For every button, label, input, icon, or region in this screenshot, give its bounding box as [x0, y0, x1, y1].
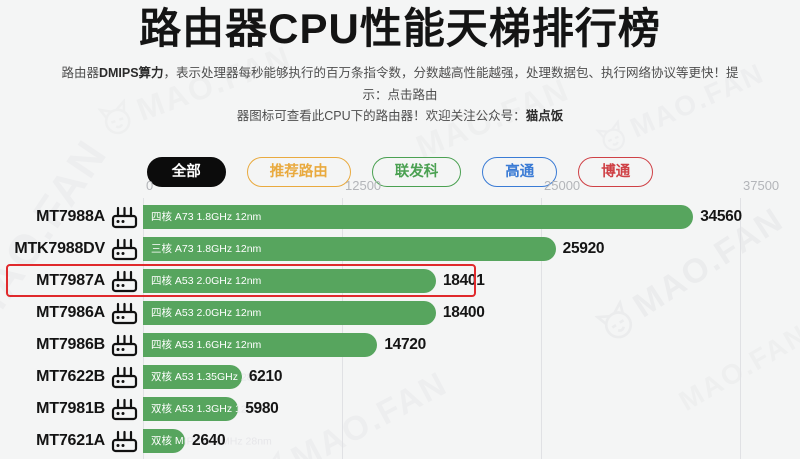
subtitle-segment: 器图标可查看此CPU下的路由器！欢迎关注公众号：	[236, 108, 526, 123]
axis-tick-label: 12500	[345, 178, 382, 193]
performance-bar: 四核 A53 1.6GHz 12nm	[143, 333, 378, 357]
performance-bar: 四核 A53 2.0GHz 12nm	[143, 301, 436, 325]
axis-tick-label: 37500	[743, 178, 780, 193]
cpu-name: MT7986B	[36, 336, 105, 353]
gridline	[143, 198, 144, 459]
filter-button-推荐路由[interactable]: 推荐路由	[246, 157, 351, 188]
chart-rows: MT7988A 四核 A73 1.8GHz 12nm四核 A73 1.8GHz …	[0, 201, 800, 457]
subtitle-segment: 路由器	[61, 66, 99, 81]
subtitle-line-1: 路由器DMIPS算力，表示处理器每秒能够执行的百万条指令数，分数越高性能越强，处…	[60, 63, 740, 106]
page-title: 路由器CPU性能天梯排行榜	[139, 5, 661, 52]
cpu-name: MT7987A	[36, 272, 105, 289]
score-value: 18400	[442, 304, 485, 321]
filter-button-联发科[interactable]: 联发科	[371, 157, 462, 188]
score-value: 6210	[248, 368, 283, 385]
router-icon[interactable]	[105, 398, 143, 421]
cpu-name: MT7988A	[36, 208, 105, 225]
bar-label: 双核 A53 1.3GHz 12nm	[151, 403, 239, 415]
performance-bar: 双核 A53 1.3GHz 12nm	[143, 397, 239, 421]
chart-row: MT7986A 四核 A53 2.0GHz 12nm四核 A53 2.0GHz …	[0, 297, 800, 329]
gridline	[740, 198, 741, 459]
bar-zone: 四核 A53 2.0GHz 12nm四核 A53 2.0GHz 12nm1840…	[143, 265, 800, 297]
bar-label: 四核 A73 1.8GHz 12nm	[151, 211, 262, 223]
subtitle-line-2: 器图标可查看此CPU下的路由器！欢迎关注公众号：猫点饭	[60, 106, 740, 127]
cpu-name: MT7621A	[36, 432, 105, 449]
bar-zone: 四核 A53 1.6GHz 12nm四核 A53 1.6GHz 12nm1472…	[143, 329, 800, 361]
cpu-name: MT7981B	[36, 400, 105, 417]
axis-tick-label: 0	[146, 178, 154, 193]
router-icon[interactable]	[105, 270, 143, 293]
chart-row: MT7986B 四核 A53 1.6GHz 12nm四核 A53 1.6GHz …	[0, 329, 800, 361]
highlight-box	[6, 264, 476, 297]
bar-label: 双核 A53 1.35GHz 28nm	[151, 371, 242, 383]
router-icon[interactable]	[105, 430, 143, 453]
bar-label: 三核 A73 1.8GHz 12nm	[151, 243, 262, 255]
router-icon[interactable]	[105, 334, 143, 357]
gridline	[342, 198, 343, 459]
score-value: 25920	[562, 240, 605, 257]
bar-label: 四核 A53 2.0GHz 12nm	[151, 275, 262, 287]
gridline	[541, 198, 542, 459]
subtitle-segment: DMIPS算力	[98, 66, 164, 81]
bar-label: 四核 A53 2.0GHz 12nm	[151, 307, 262, 319]
performance-bar: 双核 MIPS 880MHz 28nm	[143, 429, 186, 453]
bar-chart: 0 12500 25000 37500 MT7988A 四核 A73 1.8GHz 1…	[0, 178, 800, 459]
filter-button-博通[interactable]: 博通	[578, 157, 654, 188]
performance-bar: 四核 A53 2.0GHz 12nm	[143, 269, 436, 293]
bar-zone: 三核 A73 1.8GHz 12nm三核 A73 1.8GHz 12nm2592…	[143, 233, 800, 265]
filter-bar: 全部 推荐路由 联发科 高通 博通	[0, 157, 800, 188]
chart-row: MT7987A 四核 A53 2.0GHz 12nm四核 A53 2.0GHz …	[0, 265, 800, 297]
bar-zone: 四核 A73 1.8GHz 12nm四核 A73 1.8GHz 12nm3456…	[143, 201, 800, 233]
cpu-name: MTK7988DV	[14, 240, 105, 257]
router-icon[interactable]	[105, 206, 143, 229]
axis-tick-label: 25000	[544, 178, 581, 193]
filter-button-全部[interactable]: 全部	[146, 157, 226, 188]
router-icon[interactable]	[105, 302, 143, 325]
bar-zone: 四核 A53 2.0GHz 12nm四核 A53 2.0GHz 12nm1840…	[143, 297, 800, 329]
chart-row: MT7988A 四核 A73 1.8GHz 12nm四核 A73 1.8GHz …	[0, 201, 800, 233]
score-value: 5980	[245, 400, 279, 417]
cpu-name: MT7986A	[36, 304, 105, 321]
filter-button-高通[interactable]: 高通	[482, 157, 558, 188]
performance-bar: 三核 A73 1.8GHz 12nm	[143, 237, 556, 261]
score-value: 34560	[700, 208, 742, 225]
score-value: 2640	[192, 432, 226, 449]
score-value: 14720	[384, 336, 426, 353]
performance-bar: 四核 A73 1.8GHz 12nm	[143, 205, 694, 229]
router-icon[interactable]	[105, 366, 143, 389]
bar-label: 四核 A53 1.6GHz 12nm	[151, 339, 262, 351]
cpu-name: MT7622B	[36, 368, 105, 385]
performance-bar: 双核 A53 1.35GHz 28nm	[143, 365, 242, 389]
chart-row: MTK7988DV 三核 A73 1.8GHz 12nm三核 A73 1.8GH…	[0, 233, 800, 265]
subtitle-segment: ，表示处理器每秒能够执行的百万条指令数，分数越高性能越强，处理数据包、执行网络协…	[163, 66, 739, 102]
router-icon[interactable]	[105, 238, 143, 261]
subtitle-segment: 猫点饭	[525, 108, 564, 123]
bar-label: 双核 MIPS 880MHz 28nm	[151, 435, 185, 447]
